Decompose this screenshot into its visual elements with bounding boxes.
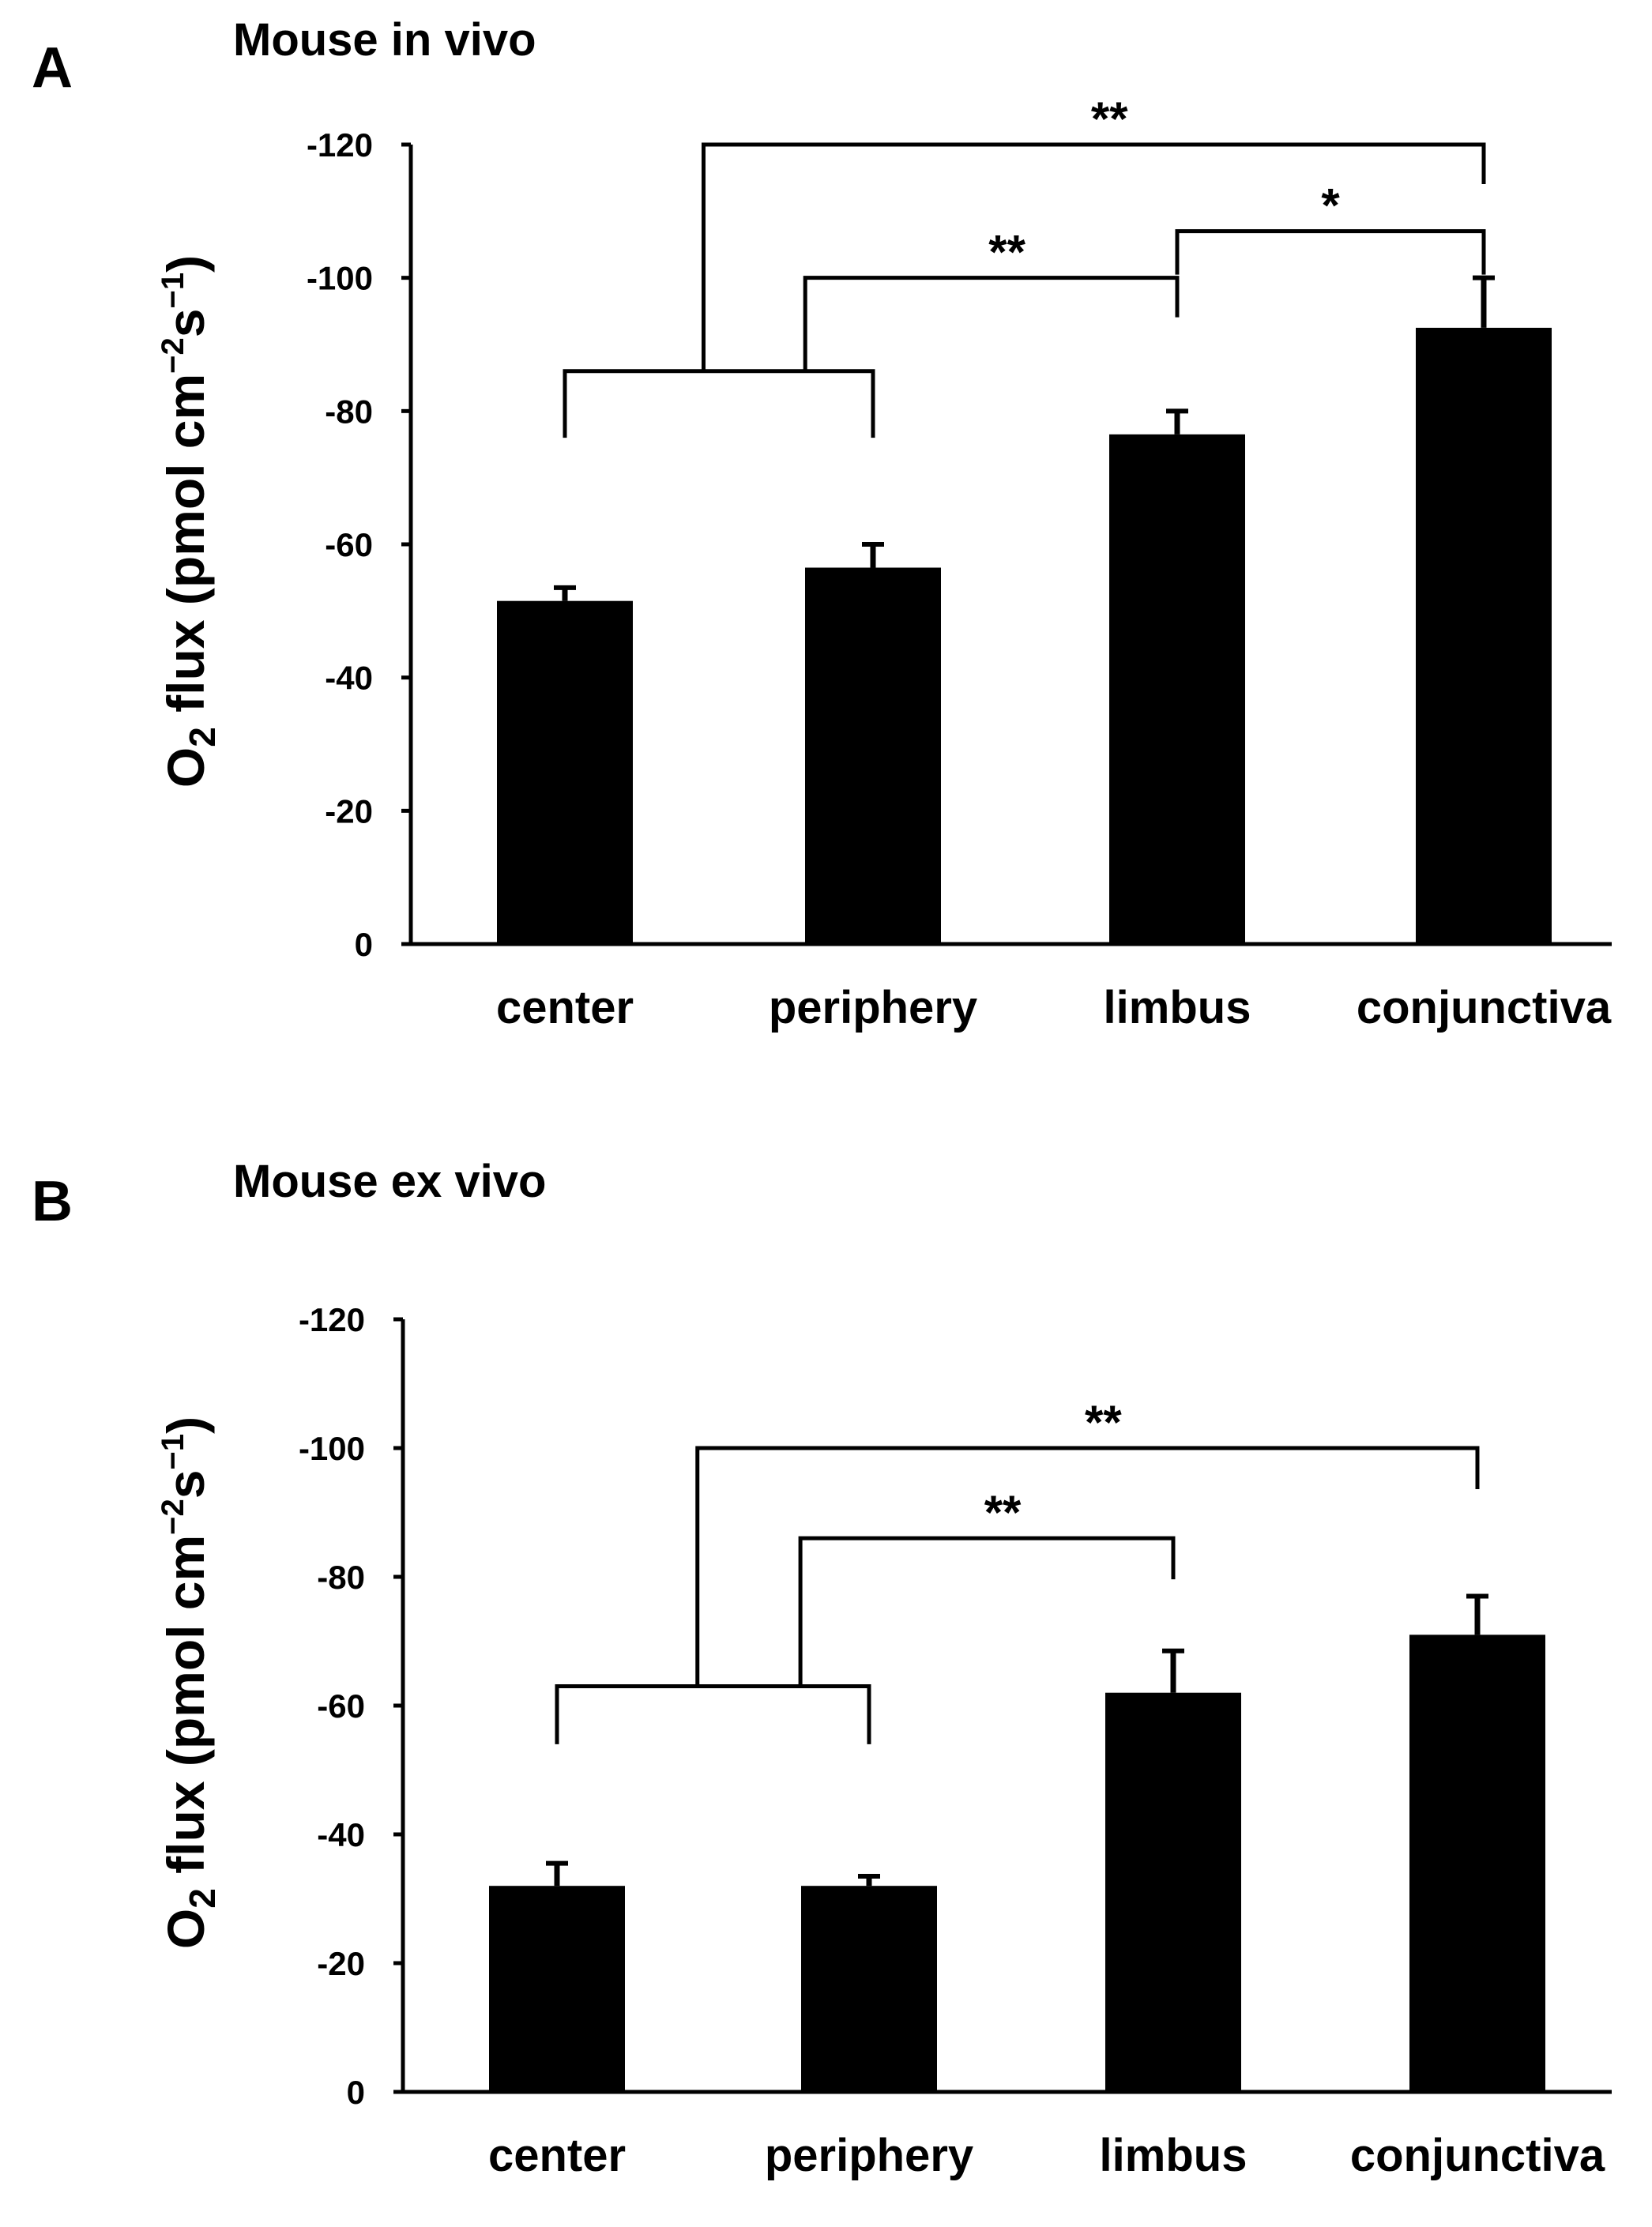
panel-b: B Mouse ex vivo O2 flux (pmol cm−2s−1) 0… <box>32 1156 1612 2181</box>
panel-a-significance-label-2: * <box>1321 179 1340 232</box>
panel-b-significance-bracket-0 <box>695 1446 1480 1687</box>
panel-a-y-tick-label: -40 <box>325 660 373 697</box>
panel-a-bar-periphery <box>805 567 941 944</box>
panel-a-bar-limbus <box>1109 434 1245 944</box>
panel-a-category-label-periphery: periphery <box>769 982 977 1033</box>
panel-b-category-label-limbus: limbus <box>1100 2130 1247 2181</box>
panel-b-significance-label-1: ** <box>984 1486 1022 1539</box>
panel-b-y-tick-label: -80 <box>317 1559 365 1596</box>
panel-a-significance-label-0: ** <box>1091 92 1128 145</box>
panel-a-bar-conjunctiva <box>1416 327 1552 945</box>
panel-b-category-label-periphery: periphery <box>765 2130 973 2181</box>
panel-b-y-tick-label: -120 <box>299 1301 365 1338</box>
panel-a-category-label-center: center <box>496 982 634 1033</box>
panel-b-significance-label-0: ** <box>1085 1396 1122 1449</box>
panel-a-letter: A <box>32 36 73 100</box>
panel-a-significance-label-1: ** <box>988 226 1025 279</box>
panel-b-y-tick-label: -20 <box>317 1945 365 1982</box>
panel-a: A Mouse in vivo O2 flux (pmol cm−2s−1) 0… <box>32 14 1612 1033</box>
panel-b-letter: B <box>32 1170 73 1233</box>
panel-a-bar-center <box>497 600 633 944</box>
panel-a-y-tick-label: -60 <box>325 526 373 563</box>
panel-a-title: Mouse in vivo <box>233 14 536 66</box>
panel-a-bars: center periphery limbus conjunctiva <box>496 275 1612 1033</box>
panel-b-bars: center periphery limbus conjunctiva <box>488 1593 1605 2181</box>
panel-a-significance-bracket-2 <box>1175 229 1486 275</box>
panel-b-significance: ** ** <box>555 1396 1480 1744</box>
panel-b-y-tick-label: -100 <box>299 1430 365 1467</box>
panel-a-bracket-center-periphery <box>563 369 875 438</box>
panel-a-y-axis-label: O2 flux (pmol cm−2s−1) <box>156 255 223 788</box>
panel-b-y-tick-label: -40 <box>317 1816 365 1853</box>
panel-b-category-label-center: center <box>488 2130 626 2181</box>
panel-b-significance-bracket-1 <box>798 1536 1176 1687</box>
panel-a-category-label-conjunctiva: conjunctiva <box>1357 982 1612 1033</box>
panel-b-y-axis-label: O2 flux (pmol cm−2s−1) <box>156 1416 223 1949</box>
panel-b-bracket-center-periphery <box>555 1684 871 1744</box>
panel-a-y-tick-label: -100 <box>307 260 373 297</box>
panel-a-significance: ***** <box>563 92 1486 438</box>
panel-a-significance-bracket-1 <box>803 276 1180 371</box>
panel-b-y-tick-label: 0 <box>347 2074 365 2111</box>
panel-b-bar-center <box>489 1886 625 2092</box>
panel-b-bar-limbus <box>1105 1692 1241 2092</box>
panel-b-category-label-conjunctiva: conjunctiva <box>1350 2130 1605 2181</box>
panel-a-significance-bracket-0 <box>702 142 1486 371</box>
panel-b-bar-conjunctiva <box>1409 1635 1545 2092</box>
panel-a-y-tick-label: -20 <box>325 792 373 829</box>
panel-a-y-tick-label: -120 <box>307 126 373 164</box>
panel-b-y-tick-label: -60 <box>317 1687 365 1725</box>
panel-b-title: Mouse ex vivo <box>233 1156 546 1207</box>
panel-a-y-tick-label: 0 <box>355 926 373 963</box>
panel-b-bar-periphery <box>801 1886 937 2092</box>
panel-a-y-tick-label: -80 <box>325 393 373 430</box>
panel-a-category-label-limbus: limbus <box>1104 982 1251 1033</box>
